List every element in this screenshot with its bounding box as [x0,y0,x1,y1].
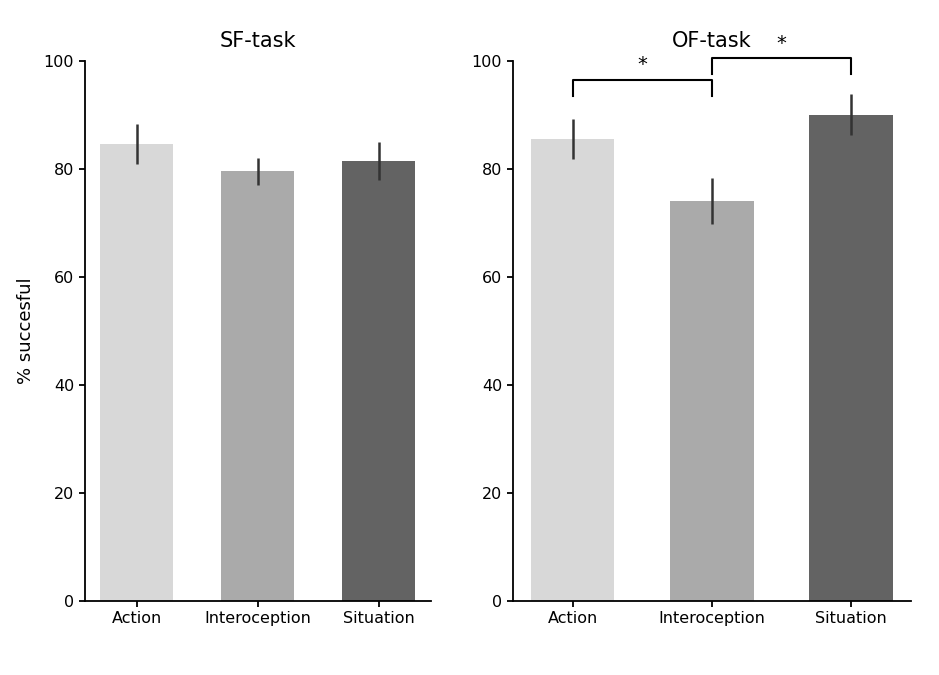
Text: *: * [777,34,786,53]
Bar [670,201,753,601]
Bar [343,161,415,601]
Bar [222,171,294,601]
Text: *: * [638,55,647,74]
Bar [809,115,893,601]
Y-axis label: % succesful: % succesful [17,277,36,384]
Title: OF-task: OF-task [672,31,751,51]
Bar [531,139,614,601]
Bar [100,144,173,601]
Title: SF-task: SF-task [220,31,296,51]
